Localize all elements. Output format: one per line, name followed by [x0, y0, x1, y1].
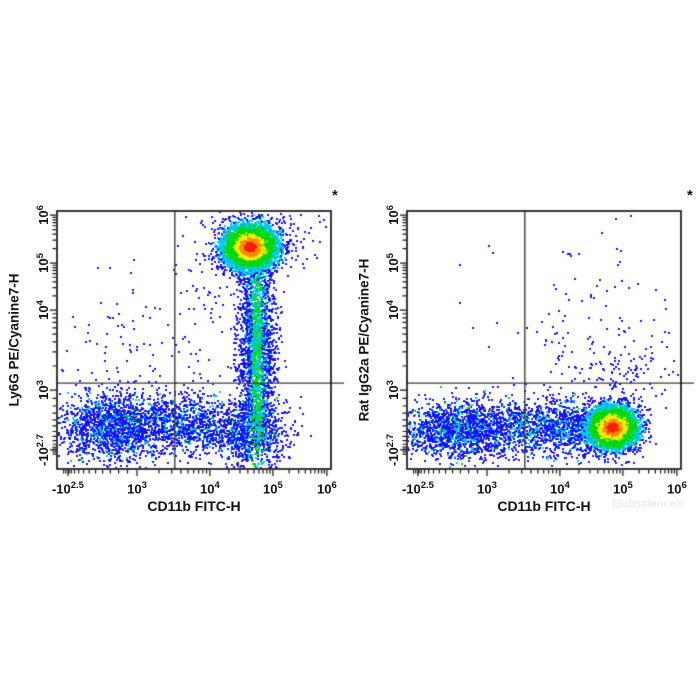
x-tick-label: 104 — [200, 480, 220, 497]
x-tick-label: 103 — [477, 480, 497, 497]
significance-asterisk: * — [332, 187, 338, 204]
y-tick-label: -102.7 — [384, 433, 402, 466]
y-tick-label: 105 — [384, 253, 402, 273]
y-axis-label: Ly6G PE/Cyanine7-H — [6, 273, 22, 407]
density-scatter-canvas-right — [350, 185, 700, 520]
x-tick-label: 103 — [127, 480, 147, 497]
y-tick-label: 106 — [384, 205, 402, 226]
density-scatter-canvas-left — [0, 185, 350, 520]
significance-asterisk: * — [687, 187, 693, 204]
x-tick-label: 106 — [316, 480, 337, 497]
x-axis-label: CD11b FITC-H — [497, 498, 591, 514]
x-tick-label: 104 — [550, 480, 570, 497]
x-tick-label: 106 — [666, 480, 687, 497]
flow-panel-left: Ly6G PE/Cyanine7-H CD11b FITC-H * -102.5… — [0, 185, 350, 520]
y-tick-label: 106 — [34, 205, 52, 226]
y-axis-label: Rat IgG2a PE/Cyanine7-H — [356, 258, 372, 422]
watermark: Elabscience® — [612, 498, 684, 510]
flow-panel-right: Rat IgG2a PE/Cyanine7-H CD11b FITC-H * -… — [350, 185, 700, 520]
y-tick-label: 105 — [34, 253, 52, 273]
x-tick-label: 105 — [263, 480, 283, 497]
y-tick-label: 103 — [34, 380, 52, 400]
y-tick-label: 104 — [384, 300, 402, 320]
x-tick-label: -102.5 — [51, 480, 84, 497]
y-tick-label: 103 — [384, 380, 402, 400]
y-tick-label: -102.7 — [34, 433, 52, 466]
y-tick-label: 104 — [34, 300, 52, 320]
x-axis-label: CD11b FITC-H — [147, 498, 241, 514]
x-tick-label: -102.5 — [401, 480, 434, 497]
x-tick-label: 105 — [613, 480, 633, 497]
